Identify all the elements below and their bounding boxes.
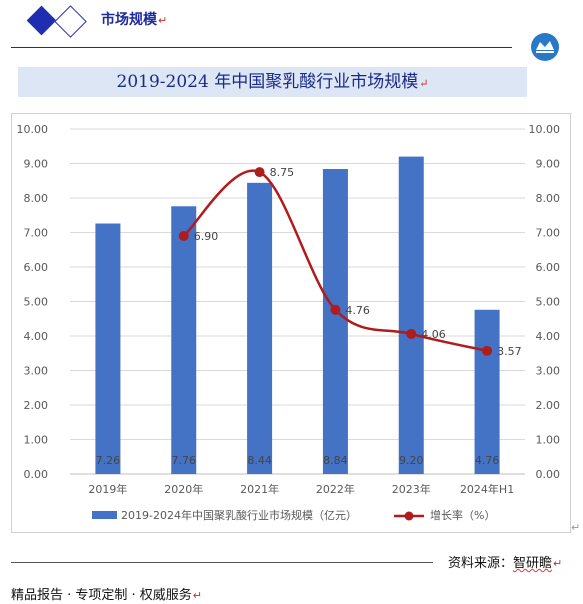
header-title: 市场规模↵ (101, 12, 168, 28)
x-tick-label: 2019年 (88, 482, 127, 496)
chart-title: 2019-2024 年中国聚乳酸行业市场规模 (116, 72, 419, 92)
y2-tick-label: 6.00 (536, 261, 561, 274)
y-tick-label: 5.00 (24, 296, 49, 309)
bar-data-label: 9.20 (399, 454, 424, 467)
legend-bar-label: 2019-2024年中国聚乳酸行业市场规模（亿元） (121, 508, 357, 522)
growth-rate-label: 6.90 (194, 230, 219, 243)
growth-rate-line (182, 169, 488, 353)
legend-line-marker (404, 511, 414, 521)
bar (398, 156, 424, 474)
y2-tick-label: 8.00 (536, 192, 561, 205)
y2-tick-label: 2.00 (536, 399, 561, 412)
growth-rate-point (330, 304, 341, 315)
logo-diamond-outline (54, 5, 87, 38)
bar (322, 169, 348, 474)
chart-frame: 0.00 1.00 2.00 3.00 4.00 5.00 6.00 7.00 8.00 9.00… (11, 113, 571, 533)
y-tick-label: 2.00 (24, 399, 49, 412)
bar-data-label: 4.76 (475, 454, 500, 467)
growth-rate-label: 8.75 (270, 166, 295, 179)
y2-tick-label: 9.00 (536, 158, 561, 171)
bar (171, 206, 197, 474)
y-tick-label: 3.00 (24, 365, 49, 378)
bar-data-label: 7.26 (96, 454, 121, 467)
x-tick-label: 2024年H1 (460, 482, 514, 496)
growth-rate-label: 3.57 (497, 345, 522, 358)
legend-line-label: 增长率（%） (430, 508, 495, 522)
y2-tick-label: 4.00 (536, 330, 561, 343)
bar-data-label: 8.44 (247, 454, 272, 467)
growth-rate-label: 4.06 (421, 328, 446, 341)
y-tick-label: 7.00 (24, 227, 49, 240)
source-note: 资料来源：智研瞻↵ (448, 556, 563, 571)
legend-bar-swatch (92, 511, 117, 519)
y2-tick-label: 1.00 (536, 434, 561, 447)
y-tick-label: 6.00 (24, 261, 49, 274)
x-tick-label: 2022年 (316, 482, 355, 496)
y2-tick-label: 7.00 (536, 227, 561, 240)
growth-rate-label: 4.76 (345, 304, 370, 317)
source-rule (11, 562, 433, 563)
growth-rate-point (254, 167, 265, 178)
y2-tick-label: 0.00 (536, 468, 561, 481)
source-org: 智研瞻 (513, 556, 553, 571)
chart-title-banner: 2019-2024 年中国聚乳酸行业市场规模↵ (18, 67, 527, 97)
combo-chart: 0.00 1.00 2.00 3.00 4.00 5.00 6.00 7.00 8.00 9.00… (17, 123, 561, 522)
x-tick-label: 2023年 (392, 482, 431, 496)
bar-data-label: 8.84 (323, 454, 348, 467)
bar (95, 223, 121, 474)
x-tick-label: 2020年 (164, 482, 203, 496)
bar (247, 182, 273, 474)
growth-rate-point (406, 328, 417, 339)
header-rule (11, 47, 512, 48)
y2-tick-label: 10.00 (529, 123, 561, 136)
y-tick-label: 1.00 (24, 434, 49, 447)
footer-tagline: 精品报告 · 专项定制 · 权威服务↵ (11, 588, 203, 603)
y2-tick-label: 3.00 (536, 365, 561, 378)
y-tick-label: 4.00 (24, 330, 49, 343)
y-tick-label: 8.00 (24, 192, 49, 205)
logo-diamond-filled (26, 5, 57, 36)
y-tick-label: 0.00 (24, 468, 49, 481)
y-tick-label: 9.00 (24, 158, 49, 171)
y-tick-label: 10.00 (17, 123, 49, 136)
x-tick-label: 2021年 (240, 482, 279, 496)
bar-data-label: 7.76 (172, 454, 197, 467)
growth-rate-point (178, 230, 189, 241)
brand-logo-icon (531, 33, 559, 61)
y2-tick-label: 5.00 (536, 296, 561, 309)
growth-rate-point (482, 345, 493, 356)
bar (474, 309, 500, 474)
